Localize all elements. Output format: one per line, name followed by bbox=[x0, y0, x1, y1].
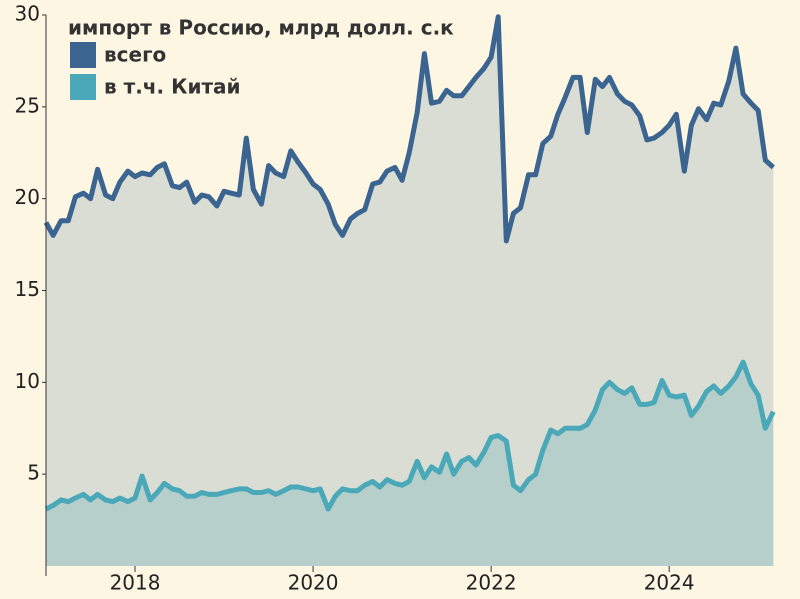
legend-label: в т.ч. Китай bbox=[104, 75, 241, 99]
x-tick-label: 2022 bbox=[466, 571, 517, 595]
y-tick-label: 5 bbox=[27, 461, 40, 485]
legend-swatch bbox=[70, 74, 96, 100]
line bbox=[43, 14, 775, 244]
y-tick-label: 15 bbox=[15, 277, 40, 301]
legend: импорт в Россию, млрд долл. с.к всего в т… bbox=[68, 16, 454, 100]
y-tick-label: 25 bbox=[15, 93, 40, 117]
y-tick-label: 20 bbox=[15, 185, 40, 209]
x-tick-label: 2024 bbox=[644, 571, 695, 595]
area bbox=[46, 362, 774, 566]
x-tick-label: 2020 bbox=[288, 571, 339, 595]
legend-title: импорт в Россию, млрд долл. с.к bbox=[68, 16, 454, 40]
y-tick-label: 10 bbox=[15, 369, 40, 393]
legend-swatch bbox=[70, 42, 96, 68]
y-tick-label: 30 bbox=[15, 2, 40, 26]
line bbox=[44, 359, 776, 512]
plot-area bbox=[43, 14, 776, 567]
axes: 5 10 15 20 25 30 2018 2020 2022 2024 bbox=[15, 2, 695, 595]
legend-label: всего bbox=[104, 43, 166, 67]
x-tick-label: 2018 bbox=[110, 571, 161, 595]
